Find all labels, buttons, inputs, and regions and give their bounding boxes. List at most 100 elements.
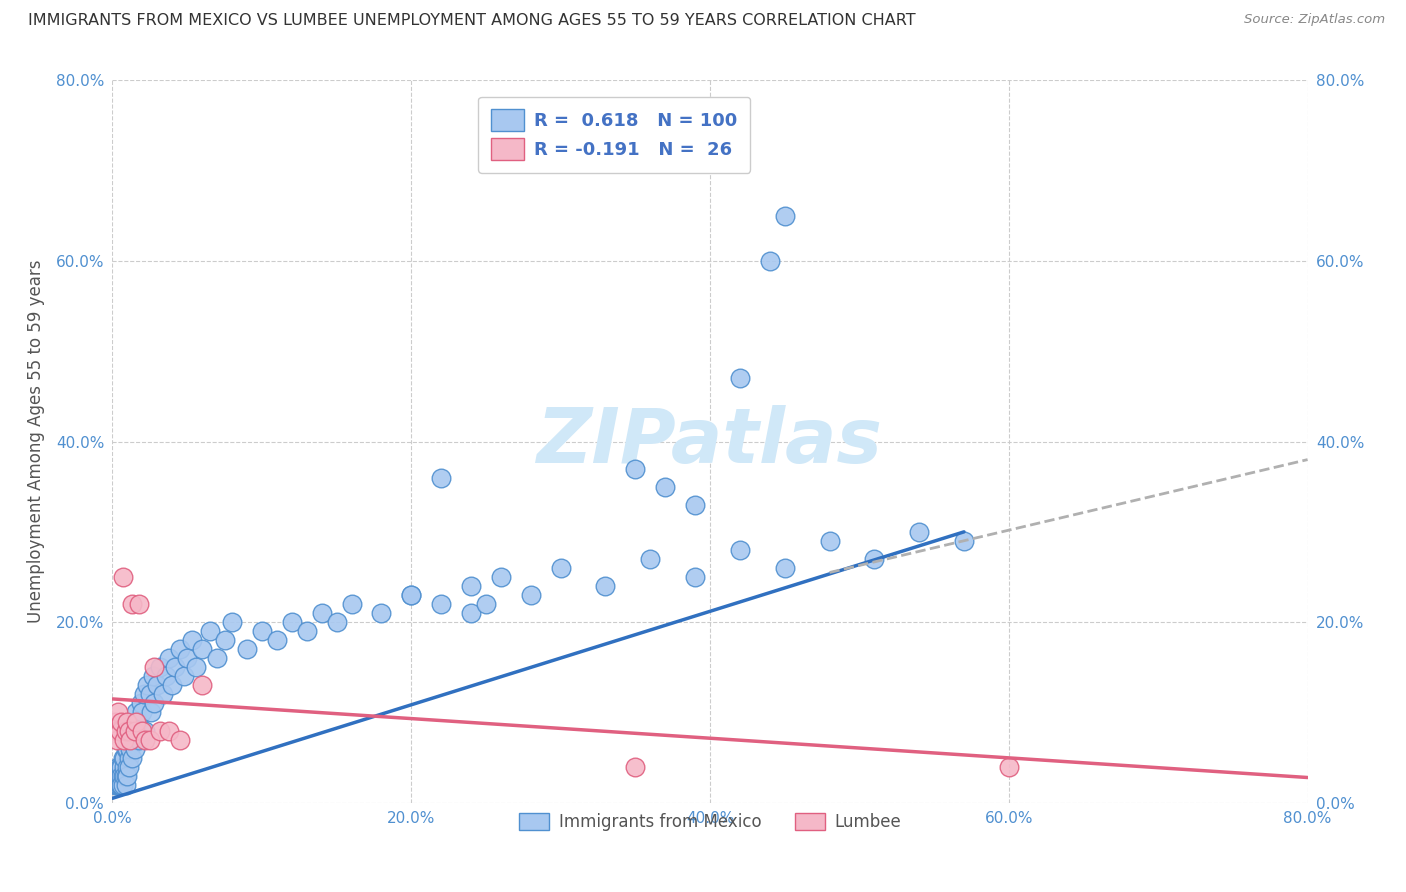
Point [149, 723, 172, 738]
Point [139, 732, 162, 747]
Text: Source: ZipAtlas.com: Source: ZipAtlas.com [1244, 13, 1385, 27]
Point [180, 633, 202, 648]
Point [142, 669, 165, 683]
Point [162, 678, 183, 692]
Point [998, 760, 1021, 774]
Point [169, 642, 191, 657]
Point [127, 714, 149, 729]
Point [340, 597, 363, 611]
Point [108, 760, 131, 774]
Point [401, 588, 423, 602]
Point [143, 660, 166, 674]
Point [520, 588, 543, 602]
Point [295, 624, 318, 639]
Point [117, 741, 139, 756]
Point [124, 741, 146, 756]
Point [105, 723, 128, 738]
Point [125, 706, 148, 720]
Point [550, 561, 572, 575]
Point [134, 723, 156, 738]
Point [105, 778, 128, 792]
Point [325, 615, 347, 630]
Point [143, 697, 166, 711]
Point [131, 706, 153, 720]
Point [141, 706, 163, 720]
Point [131, 723, 153, 738]
Point [221, 615, 243, 630]
Point [176, 651, 198, 665]
Point [401, 588, 423, 602]
Point [118, 723, 141, 738]
Point [430, 471, 453, 485]
Point [683, 498, 706, 512]
Point [863, 552, 886, 566]
Point [205, 651, 228, 665]
Point [117, 732, 139, 747]
Point [117, 769, 139, 783]
Point [124, 723, 146, 738]
Point [134, 732, 156, 747]
Point [110, 778, 132, 792]
Point [121, 732, 143, 747]
Point [110, 714, 132, 729]
Point [173, 669, 195, 683]
Point [118, 760, 141, 774]
Point [908, 524, 931, 539]
Point [114, 769, 135, 783]
Point [266, 633, 288, 648]
Point [111, 570, 134, 584]
Point [110, 769, 132, 783]
Point [191, 642, 214, 657]
Point [107, 769, 129, 783]
Point [460, 579, 482, 593]
Point [108, 769, 131, 783]
Point [107, 760, 129, 774]
Point [114, 760, 135, 774]
Point [155, 669, 177, 683]
Point [108, 769, 131, 783]
Point [146, 678, 169, 692]
Point [115, 741, 138, 756]
Point [165, 660, 187, 674]
Text: ZIPatlas: ZIPatlas [537, 405, 883, 478]
Point [157, 723, 180, 738]
Point [110, 760, 132, 774]
Point [115, 778, 138, 792]
Y-axis label: Unemployment Among Ages 55 to 59 years: Unemployment Among Ages 55 to 59 years [27, 260, 45, 624]
Point [728, 371, 751, 385]
Point [595, 579, 617, 593]
Point [118, 750, 141, 764]
Point [104, 714, 127, 729]
Point [157, 651, 180, 665]
Point [115, 723, 138, 738]
Point [105, 769, 128, 783]
Point [773, 209, 796, 223]
Point [107, 706, 129, 720]
Point [129, 697, 152, 711]
Point [489, 570, 512, 584]
Point [214, 633, 236, 648]
Point [128, 732, 150, 747]
Point [107, 778, 129, 792]
Point [953, 533, 976, 548]
Point [186, 660, 208, 674]
Point [104, 778, 127, 792]
Point [114, 732, 135, 747]
Point [108, 778, 131, 792]
Point [135, 678, 157, 692]
Point [759, 254, 782, 268]
Point [117, 760, 139, 774]
Point [624, 461, 647, 475]
Point [121, 597, 143, 611]
Point [370, 606, 392, 620]
Point [430, 597, 453, 611]
Text: IMMIGRANTS FROM MEXICO VS LUMBEE UNEMPLOYMENT AMONG AGES 55 TO 59 YEARS CORRELAT: IMMIGRANTS FROM MEXICO VS LUMBEE UNEMPLO… [28, 13, 915, 29]
Point [132, 687, 155, 701]
Point [169, 732, 191, 747]
Point [120, 741, 142, 756]
Point [139, 687, 162, 701]
Point [114, 750, 135, 764]
Point [818, 533, 841, 548]
Point [683, 570, 706, 584]
Point [110, 778, 132, 792]
